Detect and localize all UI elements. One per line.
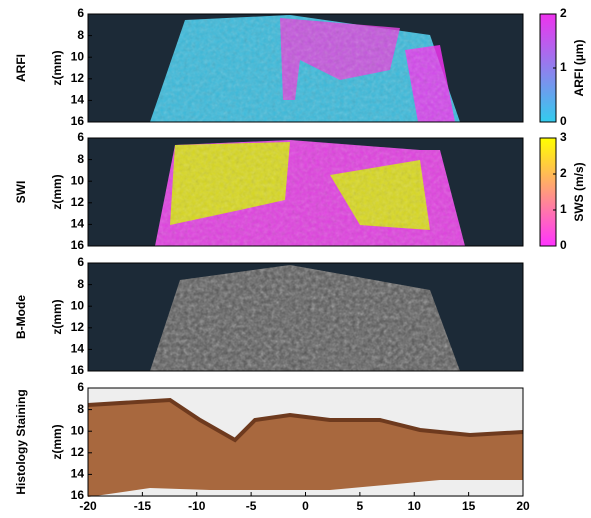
colorbar-tick-label: 1 bbox=[560, 60, 567, 74]
y-tick-label: 10 bbox=[71, 423, 85, 437]
colorbar-label: SWS (m/s) bbox=[572, 162, 586, 221]
colorbar-tick-label: 1 bbox=[560, 202, 567, 216]
y-tick-label: 10 bbox=[71, 49, 85, 63]
speckle bbox=[150, 265, 460, 371]
y-tick-label: 14 bbox=[71, 217, 85, 231]
x-tick-label: -10 bbox=[188, 499, 206, 513]
y-tick-label: 10 bbox=[71, 298, 85, 312]
colorbar-tick-label: 2 bbox=[560, 166, 567, 180]
colorbar-tick-label: 0 bbox=[560, 238, 567, 252]
axes-frame bbox=[87, 13, 524, 123]
y-tick-label: 14 bbox=[71, 342, 85, 356]
colorbar bbox=[539, 137, 557, 247]
axes-frame bbox=[87, 262, 524, 372]
y-tick-label: 8 bbox=[77, 28, 84, 42]
row-label: B-Mode bbox=[14, 295, 28, 339]
speckle bbox=[150, 15, 460, 122]
colorbar-tick-label: 0 bbox=[560, 114, 567, 128]
colorbar-tick-label: 3 bbox=[560, 130, 567, 144]
x-tick-label: -5 bbox=[246, 499, 257, 513]
y-axis-label: z(mm) bbox=[50, 174, 64, 209]
y-tick-label: 12 bbox=[71, 195, 85, 209]
tissue bbox=[88, 400, 523, 497]
row-label: Histology Staining bbox=[14, 389, 28, 494]
y-tick-label: 8 bbox=[77, 402, 84, 416]
y-tick-label: 8 bbox=[77, 277, 84, 291]
images bbox=[87, 14, 524, 497]
y-axis-label: z(mm) bbox=[50, 424, 64, 459]
tissue-edge bbox=[87, 397, 524, 443]
y-axis-label: z(mm) bbox=[50, 50, 64, 85]
y-tick-label: 16 bbox=[71, 114, 85, 128]
y-tick-label: 12 bbox=[71, 320, 85, 334]
y-tick-label: 6 bbox=[77, 380, 84, 394]
colorbar-label: ARFI (µm) bbox=[572, 40, 586, 97]
y-tick-label: 16 bbox=[71, 238, 85, 252]
y-tick-label: 14 bbox=[71, 93, 85, 107]
x-tick-label: 5 bbox=[357, 499, 364, 513]
axes-frame bbox=[87, 137, 524, 247]
x-tick-label: 0 bbox=[302, 499, 309, 513]
row-label: SWI bbox=[14, 181, 28, 204]
y-tick-label: 14 bbox=[71, 467, 85, 481]
colorbar-tick-label: 2 bbox=[560, 6, 567, 20]
y-tick-label: 16 bbox=[71, 488, 85, 502]
y-tick-label: 6 bbox=[77, 130, 84, 144]
x-tick-label: -20 bbox=[79, 499, 97, 513]
x-tick-label: -15 bbox=[134, 499, 152, 513]
y-tick-label: 12 bbox=[71, 445, 85, 459]
y-tick-label: 6 bbox=[77, 6, 84, 20]
y-tick-label: 6 bbox=[77, 255, 84, 269]
y-tick-label: 8 bbox=[77, 152, 84, 166]
y-axis-label: z(mm) bbox=[50, 299, 64, 334]
x-tick-label: 10 bbox=[408, 499, 422, 513]
y-tick-label: 10 bbox=[71, 173, 85, 187]
x-tick-label: 20 bbox=[516, 499, 530, 513]
speckle bbox=[155, 140, 465, 246]
y-tick-label: 16 bbox=[71, 363, 85, 377]
y-tick-label: 12 bbox=[71, 71, 85, 85]
row-label: ARFI bbox=[14, 54, 28, 82]
x-tick-label: 15 bbox=[462, 499, 476, 513]
